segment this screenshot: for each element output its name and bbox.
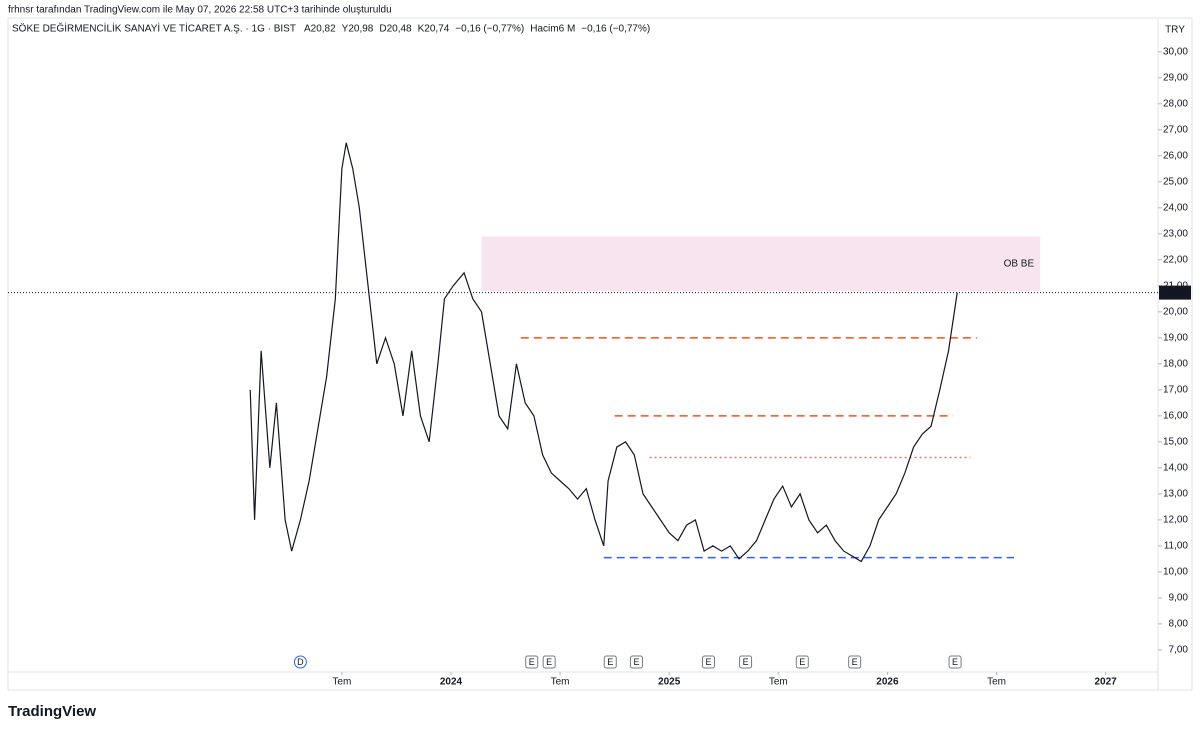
x-tick-label: Tem bbox=[551, 677, 570, 688]
last-price-label: 20,74 bbox=[1162, 287, 1187, 298]
frame bbox=[7, 17, 1193, 691]
brand: TradingView bbox=[8, 703, 96, 720]
ohlc-value: A20,82 bbox=[304, 24, 336, 35]
y-tick-label: 17,00 bbox=[1163, 384, 1188, 395]
event-label: E bbox=[633, 657, 639, 667]
price-line bbox=[249, 142, 958, 563]
x-tick-label: 2024 bbox=[440, 677, 463, 688]
volume-label: Hacim6 M bbox=[530, 24, 575, 35]
x-tick-label: 2027 bbox=[1095, 677, 1118, 688]
volume-change: −0,16 (−0,77%) bbox=[581, 24, 650, 35]
event-badge bbox=[542, 655, 556, 669]
event-badge bbox=[293, 655, 307, 669]
y-tick-label: 9,00 bbox=[1169, 593, 1189, 604]
y-tick-label: 26,00 bbox=[1163, 150, 1188, 161]
y-tick-label: 22,00 bbox=[1163, 254, 1188, 265]
event-badge bbox=[795, 655, 809, 669]
credit: frhnsr tarafından TradingView.com ile Ma… bbox=[8, 5, 392, 16]
y-tick-label: 18,00 bbox=[1163, 358, 1188, 369]
event-label: E bbox=[607, 657, 613, 667]
y-tick-label: 13,00 bbox=[1163, 489, 1188, 500]
y-tick-label: 20,00 bbox=[1163, 306, 1188, 317]
y-tick-label: 10,00 bbox=[1163, 567, 1188, 578]
y-tick-label: 7,00 bbox=[1169, 645, 1189, 656]
y-tick-label: 28,00 bbox=[1163, 98, 1188, 109]
y-tick-label: 12,00 bbox=[1163, 515, 1188, 526]
ob-zone bbox=[481, 236, 1041, 292]
currency: TRY bbox=[1165, 25, 1185, 36]
symbol: SÖKE DEĞİRMENCİLİK SANAYİ VE TİCARET A.Ş… bbox=[12, 22, 296, 35]
ohlc-value: D20,48 bbox=[379, 24, 412, 35]
y-tick-label: 15,00 bbox=[1163, 437, 1188, 448]
event-label: E bbox=[529, 657, 535, 667]
x-tick-label: 2025 bbox=[658, 677, 681, 688]
legend: SÖKE DEĞİRMENCİLİK SANAYİ VE TİCARET A.Ş… bbox=[12, 22, 296, 35]
y-tick-label: 23,00 bbox=[1163, 228, 1188, 239]
y-tick-label: 29,00 bbox=[1163, 72, 1188, 83]
event-label: E bbox=[705, 657, 711, 667]
ohlc-value: −0,16 (−0,77%) bbox=[455, 24, 524, 35]
y-tick-label: 30,00 bbox=[1163, 46, 1188, 57]
y-tick-label: 19,00 bbox=[1163, 332, 1188, 343]
ohlc-value: Y20,98 bbox=[342, 24, 374, 35]
event-badge bbox=[701, 655, 715, 669]
zone-label: OB BE bbox=[1004, 258, 1035, 269]
x-tick-label: Tem bbox=[332, 677, 351, 688]
last-price-tag bbox=[1159, 285, 1191, 300]
event-badge bbox=[603, 655, 617, 669]
y-tick-label: 14,00 bbox=[1163, 463, 1188, 474]
x-tick-label: Tem bbox=[987, 677, 1006, 688]
y-tick-label: 24,00 bbox=[1163, 202, 1188, 213]
x-tick-label: 2026 bbox=[876, 677, 899, 688]
event-badge bbox=[525, 655, 539, 669]
event-badge bbox=[848, 655, 862, 669]
event-badge bbox=[739, 655, 753, 669]
y-tick-label: 11,00 bbox=[1164, 541, 1189, 552]
y-tick-label: 27,00 bbox=[1163, 124, 1188, 135]
y-tick-label: 8,00 bbox=[1169, 619, 1189, 630]
ohlc-value: K20,74 bbox=[418, 24, 450, 35]
x-tick-label: Tem bbox=[769, 677, 788, 688]
event-label: E bbox=[546, 657, 552, 667]
event-label: E bbox=[952, 657, 958, 667]
event-label: E bbox=[743, 657, 749, 667]
event-badge bbox=[948, 655, 962, 669]
event-label: D bbox=[297, 657, 304, 667]
event-badge bbox=[629, 655, 643, 669]
y-tick-label: 16,00 bbox=[1163, 411, 1188, 422]
event-label: E bbox=[852, 657, 858, 667]
event-label: E bbox=[799, 657, 805, 667]
y-tick-label: 25,00 bbox=[1163, 176, 1188, 187]
